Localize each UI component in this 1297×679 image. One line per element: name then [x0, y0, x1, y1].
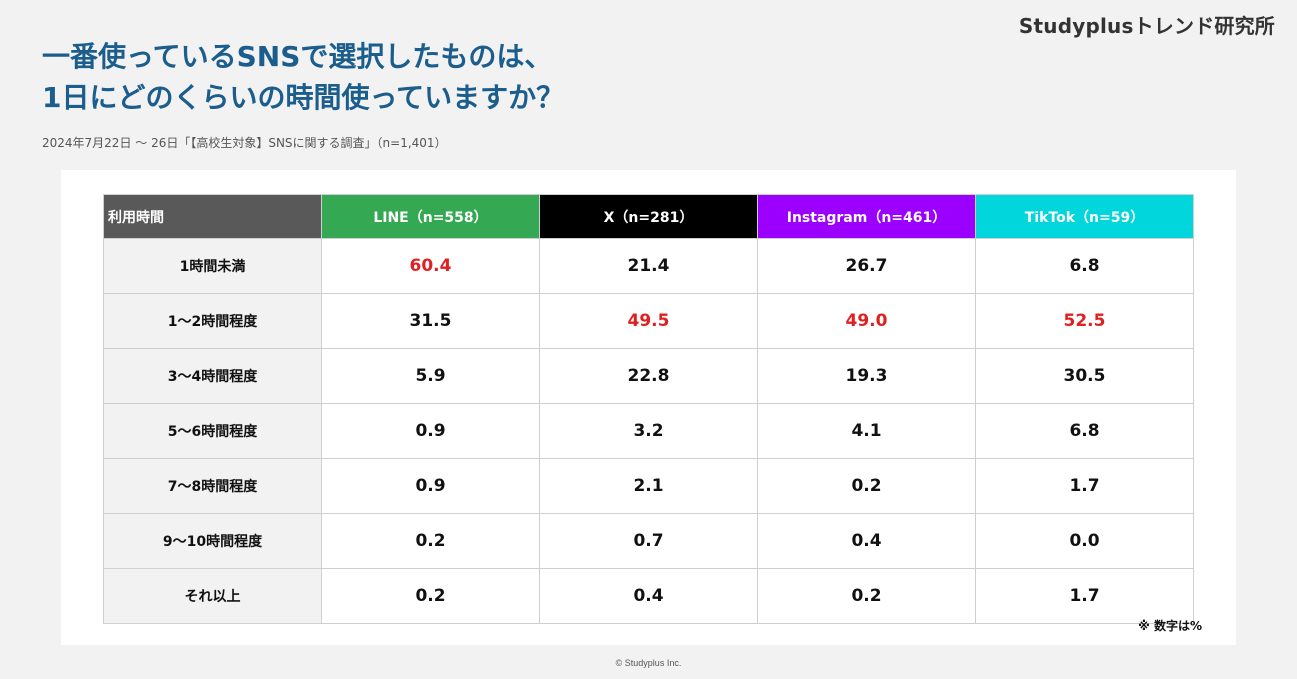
value-cell: 3.2 [539, 403, 758, 459]
value-cell: 19.3 [757, 348, 976, 404]
brand-logo-text: Studyplusトレンド研究所 [1018, 14, 1275, 38]
value-cell: 2.1 [539, 458, 758, 514]
value-cell: 30.5 [975, 348, 1194, 404]
value-cell: 0.4 [539, 568, 758, 624]
table-row: 1〜2時間程度 31.5 49.5 49.0 52.5 [103, 293, 1194, 349]
row-label: 1〜2時間程度 [103, 293, 322, 349]
table-row: 5〜6時間程度 0.9 3.2 4.1 6.8 [103, 403, 1194, 459]
value-cell: 1.7 [975, 458, 1194, 514]
value-cell: 22.8 [539, 348, 758, 404]
header-x: X（n=281） [539, 194, 758, 239]
value-cell: 60.4 [321, 238, 540, 294]
title-line-2: 1日にどのくらいの時間使っていますか？ [42, 81, 565, 114]
header-instagram: Instagram（n=461） [757, 194, 976, 239]
table-row: 1時間未満 60.4 21.4 26.7 6.8 [103, 238, 1194, 294]
copyright-footer: © Studyplus Inc. [615, 658, 682, 668]
value-cell: 1.7 [975, 568, 1194, 624]
value-cell: 0.0 [975, 513, 1194, 569]
header-usage-time: 利用時間 [103, 194, 322, 239]
value-cell: 0.2 [321, 568, 540, 624]
table-row: それ以上 0.2 0.4 0.2 1.7 [103, 568, 1194, 624]
table-card: 利用時間 LINE（n=558） X（n=281） Instagram（n=46… [61, 170, 1236, 645]
value-cell: 49.5 [539, 293, 758, 349]
value-cell: 26.7 [757, 238, 976, 294]
title-line-1: 一番使っているSNSで選択したものは、 [42, 40, 553, 73]
value-cell: 0.2 [757, 568, 976, 624]
value-cell: 5.9 [321, 348, 540, 404]
value-cell: 6.8 [975, 238, 1194, 294]
table-row: 9〜10時間程度 0.2 0.7 0.4 0.0 [103, 513, 1194, 569]
value-cell: 0.9 [321, 403, 540, 459]
header-tiktok: TikTok（n=59） [975, 194, 1194, 239]
value-cell: 0.2 [321, 513, 540, 569]
value-cell: 21.4 [539, 238, 758, 294]
table-row: 3〜4時間程度 5.9 22.8 19.3 30.5 [103, 348, 1194, 404]
usage-time-table: 利用時間 LINE（n=558） X（n=281） Instagram（n=46… [103, 194, 1194, 624]
row-label: 3〜4時間程度 [103, 348, 322, 404]
row-label: 9〜10時間程度 [103, 513, 322, 569]
table-row: 7〜8時間程度 0.9 2.1 0.2 1.7 [103, 458, 1194, 514]
unit-note: ※ 数字は% [1138, 619, 1202, 633]
survey-subtitle: 2024年7月22日 〜 26日「【高校生対象】SNSに関する調査」（n=1,4… [42, 136, 447, 150]
row-label: それ以上 [103, 568, 322, 624]
value-cell: 0.2 [757, 458, 976, 514]
value-cell: 4.1 [757, 403, 976, 459]
row-label: 7〜8時間程度 [103, 458, 322, 514]
value-cell: 52.5 [975, 293, 1194, 349]
value-cell: 0.4 [757, 513, 976, 569]
header-line: LINE（n=558） [321, 194, 540, 239]
row-label: 1時間未満 [103, 238, 322, 294]
value-cell: 0.9 [321, 458, 540, 514]
value-cell: 49.0 [757, 293, 976, 349]
value-cell: 6.8 [975, 403, 1194, 459]
page-title: 一番使っているSNSで選択したものは、 1日にどのくらいの時間使っていますか？ [42, 36, 564, 118]
value-cell: 31.5 [321, 293, 540, 349]
value-cell: 0.7 [539, 513, 758, 569]
row-label: 5〜6時間程度 [103, 403, 322, 459]
table-header-row: 利用時間 LINE（n=558） X（n=281） Instagram（n=46… [103, 194, 1194, 239]
